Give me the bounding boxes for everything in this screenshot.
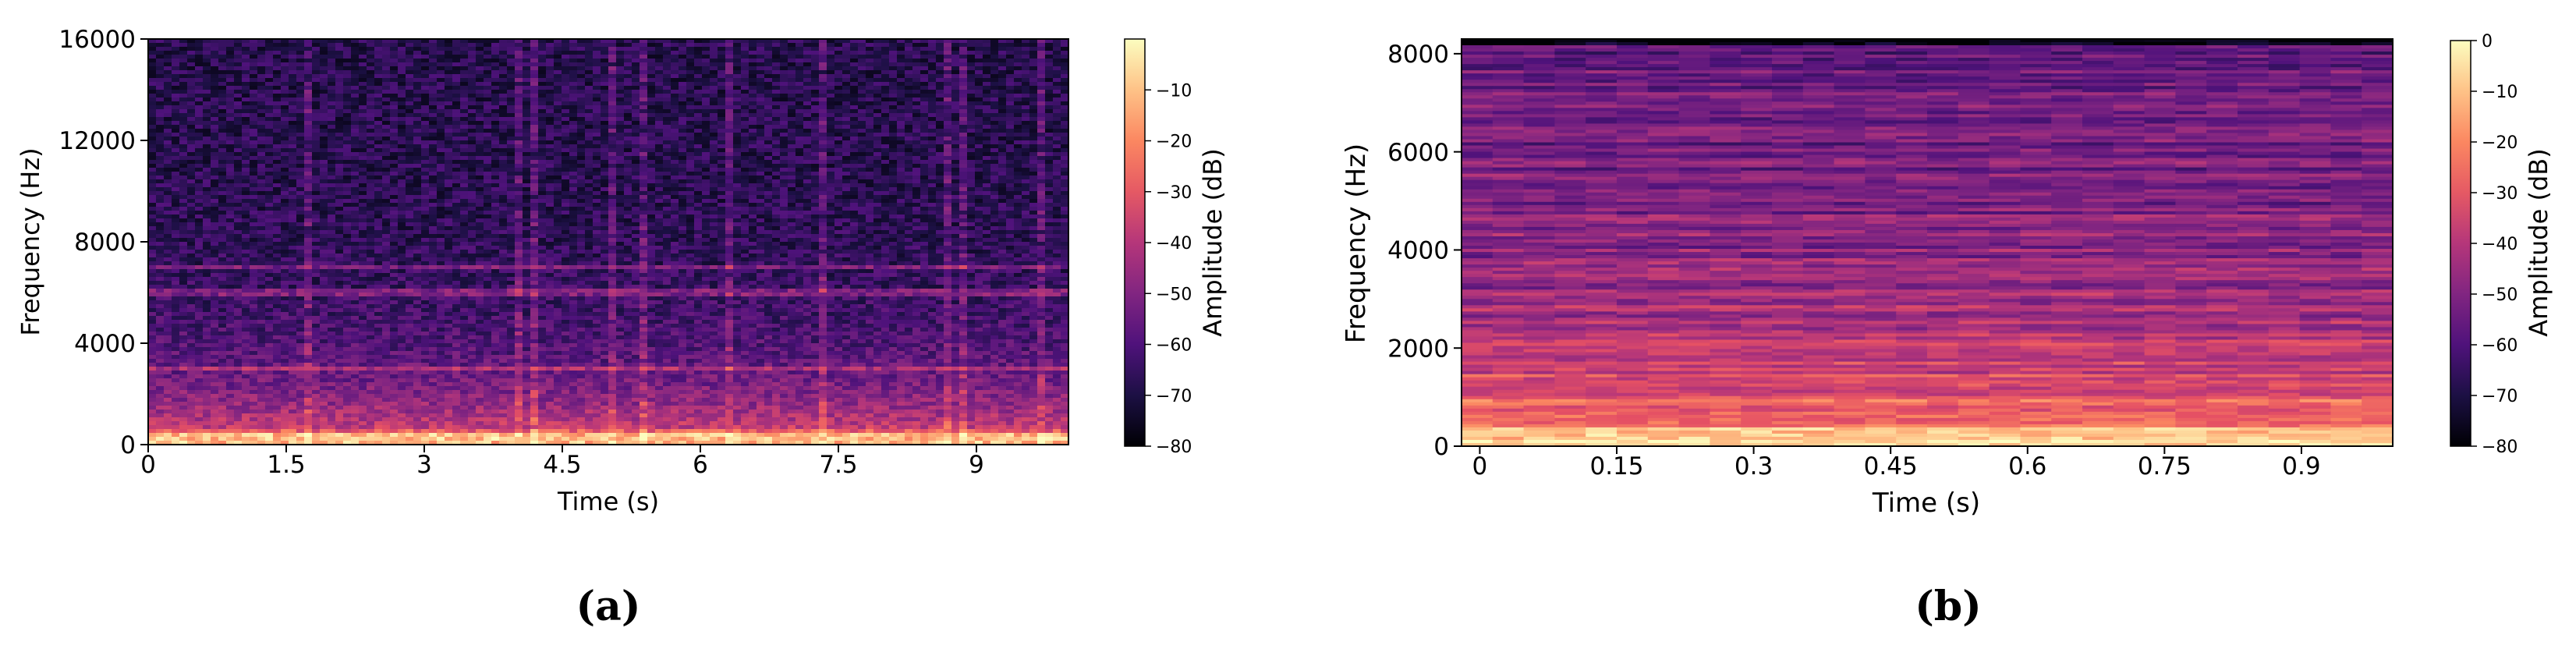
y-tick-label: 2000 <box>1387 335 1449 363</box>
colorbar-tick-label: 0 <box>2482 32 2493 51</box>
y-tick-label: 6000 <box>1387 139 1449 167</box>
colorbar-tick-label: −70 <box>2482 387 2518 406</box>
x-tick-label: 3 <box>416 451 432 479</box>
x-tick-label: 0 <box>1472 452 1488 480</box>
spectrogram-panel-b: 0 0.15 0.3 0.45 0.6 0.75 0.9 0 2000 4000 6000 8000… <box>1341 32 2553 519</box>
colorbar-label-a: Amplitude (dB) <box>1198 148 1228 336</box>
colorbar-tick-label: −30 <box>1156 183 1192 203</box>
y-ticks-b: 0 2000 4000 6000 8000 <box>1387 41 1462 461</box>
colorbar-tick-label: −50 <box>1156 285 1192 304</box>
y-tick-label: 8000 <box>74 229 136 257</box>
colorbar-tick-label: −20 <box>2482 133 2518 153</box>
colorbar-tick-label: −80 <box>2482 438 2518 457</box>
x-tick-label: 9 <box>969 451 984 479</box>
colorbar-tick-label: −10 <box>1156 81 1192 101</box>
y-ticks-a: 0 4000 8000 12000 16000 <box>58 26 148 459</box>
x-tick-label: 7.5 <box>819 451 857 479</box>
x-tick-label: 6 <box>693 451 708 479</box>
colorbar-tick-label: −30 <box>2482 184 2518 204</box>
spectrogram-panel-a: 0 1.5 3 4.5 6 7.5 9 0 4000 8000 12000 16000 Time (… <box>16 26 1228 516</box>
x-axis-title-a: Time (s) <box>557 487 659 516</box>
colorbar-tick-label: −20 <box>1156 133 1192 152</box>
colorbar-a <box>1124 38 1146 447</box>
x-tick-label: 4.5 <box>543 451 581 479</box>
x-tick-label: 1.5 <box>267 451 305 479</box>
x-tick-label: 0.45 <box>1864 452 1918 480</box>
y-tick-label: 8000 <box>1387 41 1449 69</box>
colorbar-tick-label: −10 <box>2482 83 2518 102</box>
colorbar-tick-label: −70 <box>1156 387 1192 406</box>
x-tick-label: 0 <box>140 451 156 479</box>
y-axis-title-a: Frequency (Hz) <box>16 147 45 335</box>
y-tick-label: 4000 <box>1387 237 1449 265</box>
colorbar-tick-label: −40 <box>1156 234 1192 254</box>
x-ticks-b: 0 0.15 0.3 0.45 0.6 0.75 0.9 <box>1472 446 2321 480</box>
colorbar-ticks-a: −80 −70 −60 −50 −40 −30 −20 −10 <box>1145 81 1192 457</box>
colorbar-label-b: Amplitude (dB) <box>2524 148 2553 336</box>
y-tick-label: 4000 <box>74 330 136 358</box>
y-tick-label: 16000 <box>58 26 136 54</box>
x-tick-label: 0.6 <box>2008 452 2046 480</box>
x-tick-label: 0.15 <box>1589 452 1643 480</box>
colorbar-ticks-b: −80 −70 −60 −50 −40 −30 −20 −10 0 <box>2471 32 2518 457</box>
y-tick-label: 12000 <box>58 127 136 155</box>
x-tick-label: 0.9 <box>2282 452 2320 480</box>
spectrogram-a-heatmap <box>148 39 1069 445</box>
x-tick-label: 0.75 <box>2138 452 2192 480</box>
plot-b-frame <box>1461 38 2394 447</box>
y-axis-title-b: Frequency (Hz) <box>1341 144 1372 343</box>
colorbar-tick-label: −80 <box>1156 438 1192 457</box>
caption-a: (a) <box>576 583 641 630</box>
colorbar-tick-label: −60 <box>2482 336 2518 356</box>
spectrogram-b-heatmap <box>1462 39 2394 447</box>
x-ticks-a: 0 1.5 3 4.5 6 7.5 9 <box>140 445 984 479</box>
colorbar-b <box>2450 40 2471 447</box>
x-axis-title-b: Time (s) <box>1872 488 1980 519</box>
colorbar-tick-label: −60 <box>1156 336 1192 356</box>
caption-b: (b) <box>1915 583 1982 630</box>
colorbar-tick-label: −50 <box>2482 285 2518 305</box>
colorbar-tick-label: −40 <box>2482 235 2518 254</box>
y-tick-label: 0 <box>1433 433 1449 461</box>
x-tick-label: 0.3 <box>1734 452 1773 480</box>
y-tick-label: 0 <box>120 431 136 459</box>
